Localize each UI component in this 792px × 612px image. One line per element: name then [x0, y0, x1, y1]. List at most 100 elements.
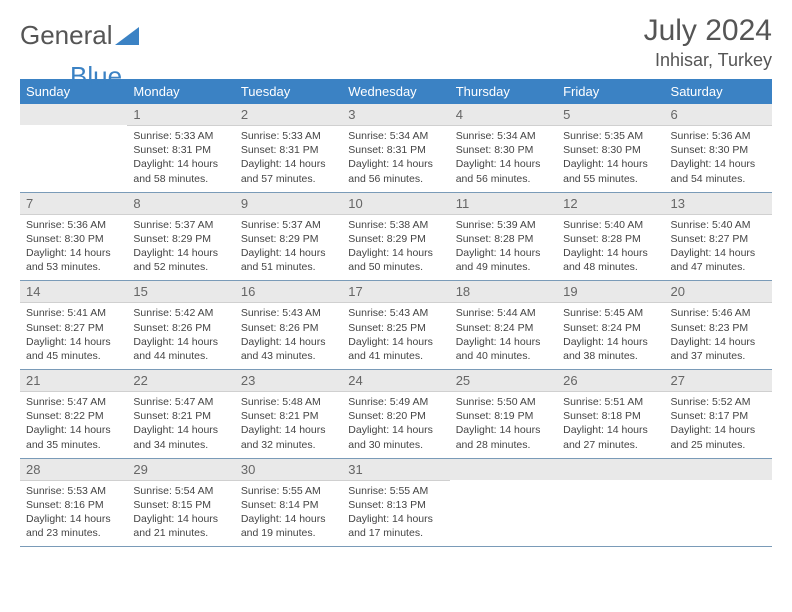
day-body: Sunrise: 5:48 AMSunset: 8:21 PMDaylight:…	[235, 392, 342, 458]
day-number: 24	[342, 370, 449, 392]
day-number: 16	[235, 281, 342, 303]
month-title: July 2024	[644, 14, 772, 48]
day-number: 12	[557, 193, 664, 215]
location: Inhisar, Turkey	[644, 50, 772, 71]
day-body: Sunrise: 5:55 AMSunset: 8:13 PMDaylight:…	[342, 481, 449, 547]
day-number: 22	[127, 370, 234, 392]
day-body: Sunrise: 5:53 AMSunset: 8:16 PMDaylight:…	[20, 481, 127, 547]
day-body: Sunrise: 5:51 AMSunset: 8:18 PMDaylight:…	[557, 392, 664, 458]
day-body: Sunrise: 5:39 AMSunset: 8:28 PMDaylight:…	[450, 215, 557, 281]
day-body: Sunrise: 5:38 AMSunset: 8:29 PMDaylight:…	[342, 215, 449, 281]
calendar-body: 1Sunrise: 5:33 AMSunset: 8:31 PMDaylight…	[20, 104, 772, 547]
logo-triangle-icon	[115, 25, 143, 47]
calendar-cell: 16Sunrise: 5:43 AMSunset: 8:26 PMDayligh…	[235, 281, 342, 370]
empty-day-header	[450, 459, 557, 480]
day-number: 31	[342, 459, 449, 481]
day-number: 1	[127, 104, 234, 126]
calendar-cell: 18Sunrise: 5:44 AMSunset: 8:24 PMDayligh…	[450, 281, 557, 370]
calendar-cell: 7Sunrise: 5:36 AMSunset: 8:30 PMDaylight…	[20, 192, 127, 281]
logo-text-blue: Blue	[70, 61, 122, 92]
weekday-header: Wednesday	[342, 79, 449, 104]
day-body: Sunrise: 5:43 AMSunset: 8:25 PMDaylight:…	[342, 303, 449, 369]
day-body: Sunrise: 5:46 AMSunset: 8:23 PMDaylight:…	[665, 303, 772, 369]
calendar-cell: 20Sunrise: 5:46 AMSunset: 8:23 PMDayligh…	[665, 281, 772, 370]
calendar-table: SundayMondayTuesdayWednesdayThursdayFrid…	[20, 79, 772, 547]
weekday-header-row: SundayMondayTuesdayWednesdayThursdayFrid…	[20, 79, 772, 104]
day-number: 11	[450, 193, 557, 215]
calendar-cell: 27Sunrise: 5:52 AMSunset: 8:17 PMDayligh…	[665, 370, 772, 459]
day-number: 14	[20, 281, 127, 303]
calendar-cell	[450, 458, 557, 547]
weekday-header: Saturday	[665, 79, 772, 104]
day-number: 29	[127, 459, 234, 481]
day-body: Sunrise: 5:34 AMSunset: 8:30 PMDaylight:…	[450, 126, 557, 192]
day-number: 30	[235, 459, 342, 481]
day-body: Sunrise: 5:50 AMSunset: 8:19 PMDaylight:…	[450, 392, 557, 458]
title-block: July 2024 Inhisar, Turkey	[644, 14, 772, 71]
calendar-cell: 8Sunrise: 5:37 AMSunset: 8:29 PMDaylight…	[127, 192, 234, 281]
calendar-cell: 29Sunrise: 5:54 AMSunset: 8:15 PMDayligh…	[127, 458, 234, 547]
day-number: 5	[557, 104, 664, 126]
day-number: 20	[665, 281, 772, 303]
calendar-cell: 30Sunrise: 5:55 AMSunset: 8:14 PMDayligh…	[235, 458, 342, 547]
calendar-cell	[20, 104, 127, 192]
calendar-cell: 9Sunrise: 5:37 AMSunset: 8:29 PMDaylight…	[235, 192, 342, 281]
day-number: 3	[342, 104, 449, 126]
calendar-cell: 26Sunrise: 5:51 AMSunset: 8:18 PMDayligh…	[557, 370, 664, 459]
day-body: Sunrise: 5:40 AMSunset: 8:27 PMDaylight:…	[665, 215, 772, 281]
logo-text-gray: General	[20, 20, 113, 51]
logo: General	[20, 20, 143, 51]
calendar-row: 14Sunrise: 5:41 AMSunset: 8:27 PMDayligh…	[20, 281, 772, 370]
day-body: Sunrise: 5:47 AMSunset: 8:22 PMDaylight:…	[20, 392, 127, 458]
calendar-cell: 24Sunrise: 5:49 AMSunset: 8:20 PMDayligh…	[342, 370, 449, 459]
day-body: Sunrise: 5:40 AMSunset: 8:28 PMDaylight:…	[557, 215, 664, 281]
day-body: Sunrise: 5:35 AMSunset: 8:30 PMDaylight:…	[557, 126, 664, 192]
empty-day-header	[557, 459, 664, 480]
calendar-cell	[557, 458, 664, 547]
day-number: 25	[450, 370, 557, 392]
calendar-cell: 4Sunrise: 5:34 AMSunset: 8:30 PMDaylight…	[450, 104, 557, 192]
calendar-cell: 23Sunrise: 5:48 AMSunset: 8:21 PMDayligh…	[235, 370, 342, 459]
day-number: 21	[20, 370, 127, 392]
calendar-cell: 22Sunrise: 5:47 AMSunset: 8:21 PMDayligh…	[127, 370, 234, 459]
calendar-row: 7Sunrise: 5:36 AMSunset: 8:30 PMDaylight…	[20, 192, 772, 281]
calendar-cell: 10Sunrise: 5:38 AMSunset: 8:29 PMDayligh…	[342, 192, 449, 281]
calendar-cell: 13Sunrise: 5:40 AMSunset: 8:27 PMDayligh…	[665, 192, 772, 281]
day-number: 26	[557, 370, 664, 392]
day-number: 13	[665, 193, 772, 215]
day-body: Sunrise: 5:37 AMSunset: 8:29 PMDaylight:…	[127, 215, 234, 281]
calendar-cell: 28Sunrise: 5:53 AMSunset: 8:16 PMDayligh…	[20, 458, 127, 547]
calendar-row: 28Sunrise: 5:53 AMSunset: 8:16 PMDayligh…	[20, 458, 772, 547]
day-body: Sunrise: 5:37 AMSunset: 8:29 PMDaylight:…	[235, 215, 342, 281]
day-body: Sunrise: 5:49 AMSunset: 8:20 PMDaylight:…	[342, 392, 449, 458]
calendar-cell: 19Sunrise: 5:45 AMSunset: 8:24 PMDayligh…	[557, 281, 664, 370]
day-number: 7	[20, 193, 127, 215]
day-number: 17	[342, 281, 449, 303]
empty-day-header	[20, 104, 127, 125]
day-number: 9	[235, 193, 342, 215]
day-body: Sunrise: 5:36 AMSunset: 8:30 PMDaylight:…	[665, 126, 772, 192]
header: General July 2024 Inhisar, Turkey	[20, 14, 772, 71]
calendar-cell: 31Sunrise: 5:55 AMSunset: 8:13 PMDayligh…	[342, 458, 449, 547]
day-number: 4	[450, 104, 557, 126]
calendar-cell: 12Sunrise: 5:40 AMSunset: 8:28 PMDayligh…	[557, 192, 664, 281]
day-number: 19	[557, 281, 664, 303]
day-body: Sunrise: 5:36 AMSunset: 8:30 PMDaylight:…	[20, 215, 127, 281]
day-number: 15	[127, 281, 234, 303]
calendar-cell: 3Sunrise: 5:34 AMSunset: 8:31 PMDaylight…	[342, 104, 449, 192]
day-body: Sunrise: 5:55 AMSunset: 8:14 PMDaylight:…	[235, 481, 342, 547]
day-number: 27	[665, 370, 772, 392]
calendar-cell: 21Sunrise: 5:47 AMSunset: 8:22 PMDayligh…	[20, 370, 127, 459]
calendar-cell: 2Sunrise: 5:33 AMSunset: 8:31 PMDaylight…	[235, 104, 342, 192]
weekday-header: Friday	[557, 79, 664, 104]
day-body: Sunrise: 5:34 AMSunset: 8:31 PMDaylight:…	[342, 126, 449, 192]
day-body: Sunrise: 5:45 AMSunset: 8:24 PMDaylight:…	[557, 303, 664, 369]
calendar-row: 1Sunrise: 5:33 AMSunset: 8:31 PMDaylight…	[20, 104, 772, 192]
calendar-cell: 17Sunrise: 5:43 AMSunset: 8:25 PMDayligh…	[342, 281, 449, 370]
day-body: Sunrise: 5:44 AMSunset: 8:24 PMDaylight:…	[450, 303, 557, 369]
weekday-header: Tuesday	[235, 79, 342, 104]
calendar-cell: 11Sunrise: 5:39 AMSunset: 8:28 PMDayligh…	[450, 192, 557, 281]
day-body: Sunrise: 5:43 AMSunset: 8:26 PMDaylight:…	[235, 303, 342, 369]
weekday-header: Thursday	[450, 79, 557, 104]
day-body: Sunrise: 5:54 AMSunset: 8:15 PMDaylight:…	[127, 481, 234, 547]
